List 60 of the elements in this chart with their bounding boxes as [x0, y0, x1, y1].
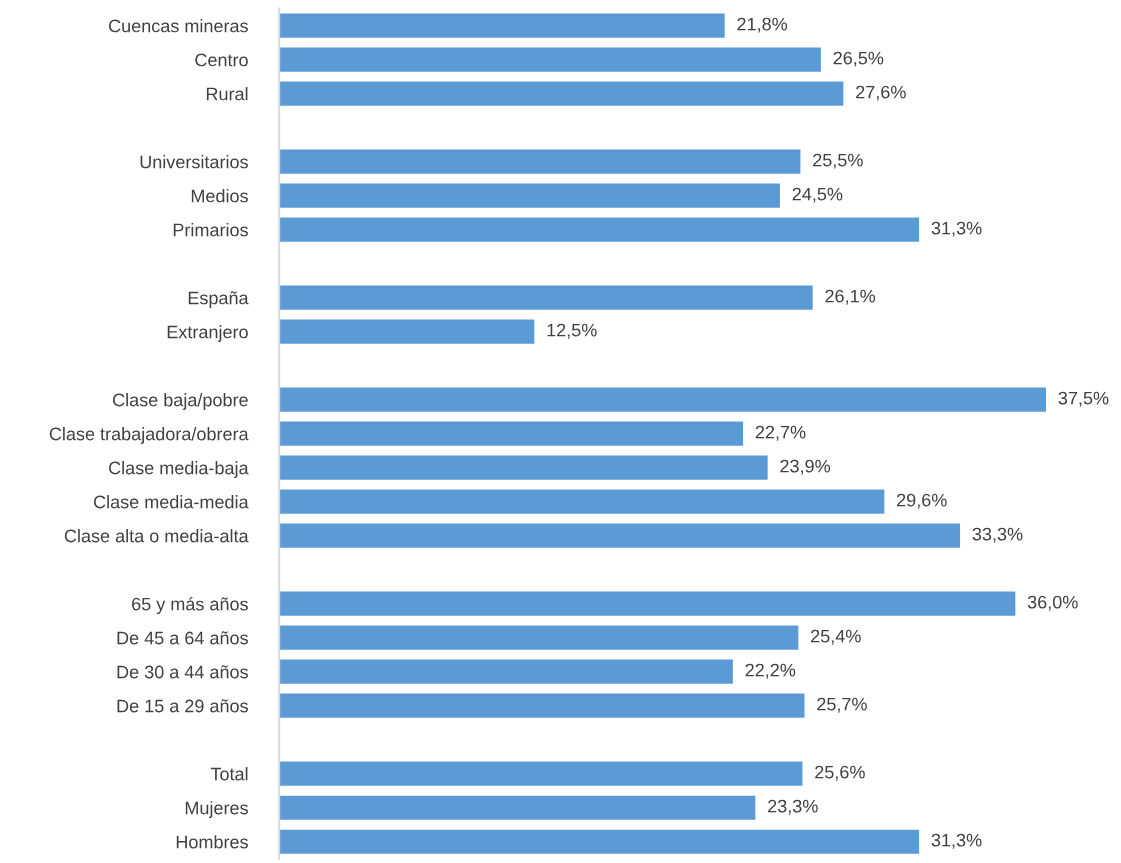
bar [279, 658, 735, 686]
data-label: 26,5% [833, 51, 884, 67]
bar [279, 148, 802, 176]
bar [279, 420, 745, 448]
data-label: 25,4% [811, 629, 861, 645]
bar [279, 386, 1048, 414]
y-tick-label: Clase media-baja [109, 461, 249, 478]
data-label: 23,3% [768, 799, 818, 815]
data-label: 23,9% [780, 459, 831, 475]
bar [279, 590, 1017, 618]
bar [279, 624, 800, 652]
data-label: 37,5% [1058, 391, 1109, 407]
bar [279, 794, 757, 822]
bar [279, 46, 823, 74]
y-tick-label: Total [210, 767, 248, 781]
y-tick-label: España [188, 291, 249, 308]
data-label: 25,5% [813, 153, 863, 169]
y-tick-label: De 15 a 29 años [117, 699, 248, 713]
data-label: 22,7% [755, 425, 806, 441]
y-tick-label: Universitarios [140, 155, 248, 169]
data-label: 27,6% [856, 85, 906, 101]
bar [279, 182, 782, 210]
bar [279, 488, 886, 516]
bar [279, 216, 921, 244]
bar [279, 454, 770, 482]
data-label: 31,3% [931, 833, 982, 849]
y-tick-label: Clase media-media [93, 495, 249, 509]
y-tick-label: Clase trabajadora/obrera [49, 427, 249, 444]
data-label: 21,8% [737, 17, 788, 33]
bar [279, 318, 536, 346]
bar [279, 80, 845, 108]
data-label: 22,2% [745, 663, 796, 679]
y-tick-label: Medios [191, 189, 248, 203]
y-tick-label: Primarios [173, 223, 248, 237]
y-tick-label: Centro [195, 53, 248, 67]
data-label: 26,1% [825, 289, 876, 305]
bar [279, 284, 815, 312]
y-tick-label: 65 y más años [132, 597, 248, 615]
y-tick-label: Hombres [176, 835, 248, 849]
y-tick-label: Cuencas mineras [109, 19, 248, 33]
bar [279, 12, 727, 40]
y-tick-label: Clase alta o media-alta [64, 529, 249, 543]
y-tick-label: Clase baja/pobre [112, 393, 248, 410]
bar [279, 760, 804, 788]
y-tick-label: Mujeres [185, 801, 248, 818]
y-tick-label: Rural [206, 87, 248, 101]
bar [279, 828, 921, 856]
data-label: 31,3% [931, 221, 982, 237]
bar [279, 692, 806, 720]
data-label: 24,5% [792, 187, 843, 203]
data-label: 25,7% [817, 697, 867, 713]
data-label: 33,3% [972, 527, 1023, 543]
data-label: 29,6% [897, 493, 947, 509]
data-label: 36,0% [1027, 595, 1078, 611]
bar [279, 522, 962, 550]
y-tick-label: Extranjero [167, 325, 248, 342]
y-tick-label: De 30 a 44 años [117, 665, 248, 679]
data-label: 25,6% [815, 765, 865, 781]
y-tick-label: De 45 a 64 años [117, 631, 248, 645]
data-label: 12,5% [547, 323, 597, 339]
